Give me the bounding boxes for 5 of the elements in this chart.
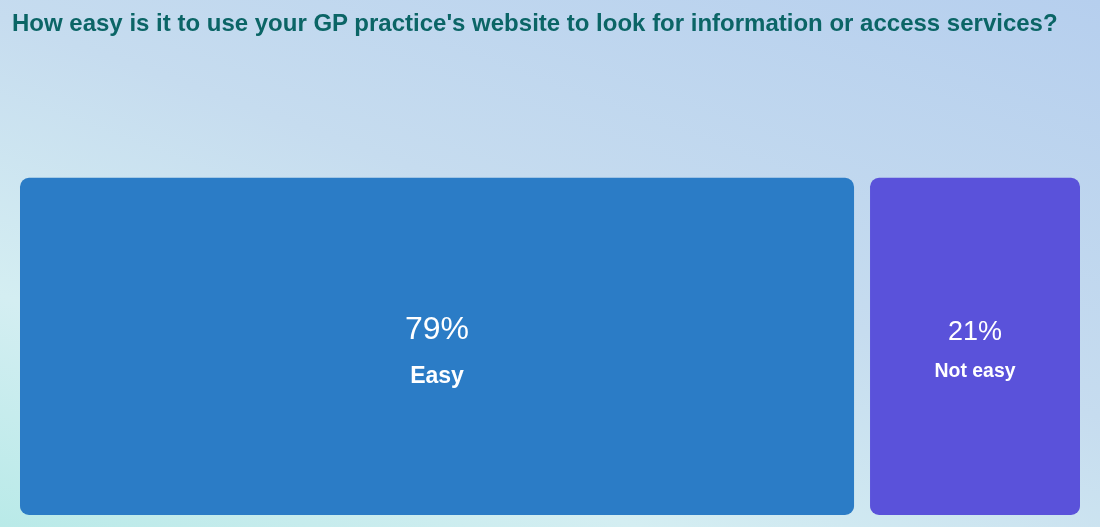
text: How easy is it to use your GP practice's website to look for information or access services?	[12, 9, 1058, 37]
data-label: 79%	[405, 310, 470, 347]
category-label: Easy	[410, 361, 465, 388]
data-label: 21%	[948, 316, 1003, 347]
category-label: Not easy	[934, 359, 1016, 382]
